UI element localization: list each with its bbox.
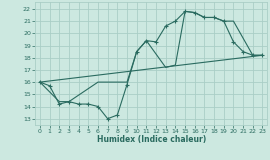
X-axis label: Humidex (Indice chaleur): Humidex (Indice chaleur) <box>97 135 206 144</box>
